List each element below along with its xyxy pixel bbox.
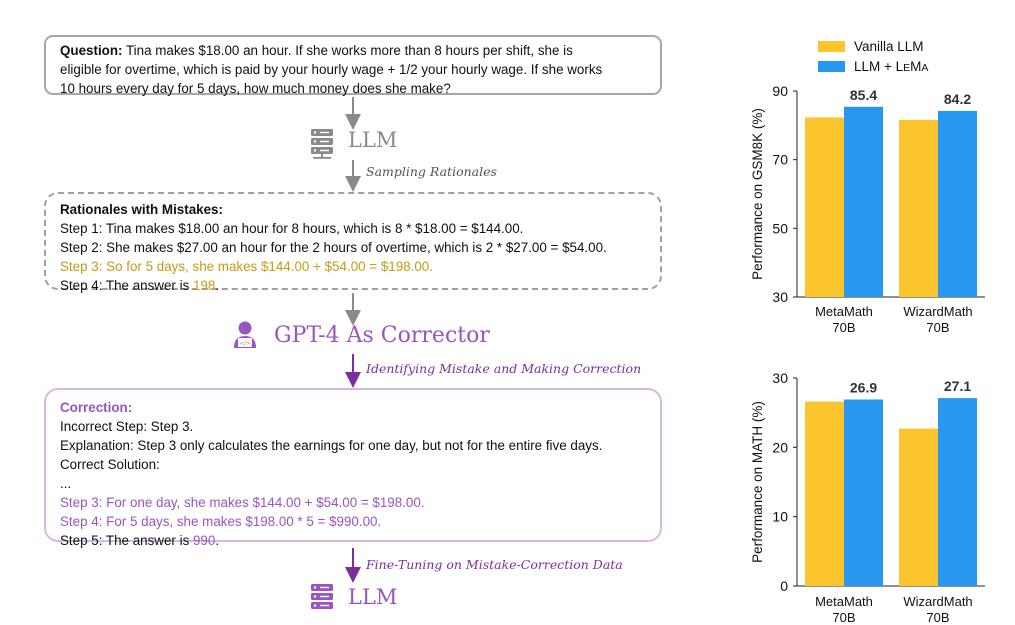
- legend-lema-a: A: [921, 61, 929, 74]
- chart-1-category-label: MetaMath: [815, 594, 873, 609]
- question-label: Question:: [60, 43, 123, 58]
- chart-1-category-label: WizardMath: [903, 594, 972, 609]
- chart-0-ytick-label: 30: [772, 289, 788, 305]
- legend-swatch-vanilla: [818, 40, 845, 52]
- sampling-rationales-label: Sampling Rationales: [366, 164, 497, 179]
- identifying-mistake-label: Identifying Mistake and Making Correctio…: [366, 361, 642, 376]
- llm-label-bottom: LLM: [348, 585, 398, 609]
- chart-0-data-label: 85.4: [850, 87, 877, 103]
- correct-solution-label: Correct Solution:: [60, 457, 160, 472]
- chart-1-ytick-label: 10: [772, 509, 788, 525]
- server-icon: [311, 129, 333, 159]
- chart-1-bar-vanilla: [805, 401, 844, 586]
- chart-0-bar-vanilla: [899, 119, 938, 297]
- correction-step-5: Step 5: The answer is: [60, 533, 193, 548]
- question-box: Question: Tina makes $18.00 an hour. If …: [44, 35, 662, 96]
- chart-0-ytick-label: 70: [772, 152, 788, 168]
- correction-title: Correction:: [60, 400, 133, 415]
- llm-label-top: LLM: [348, 128, 398, 152]
- legend-lema-m: M: [910, 58, 922, 74]
- correction-step-5-suffix: .: [215, 533, 220, 548]
- chart-0-ytick-label: 50: [772, 220, 788, 236]
- chart-0-ytick-label: 90: [772, 83, 788, 99]
- correction-answer: 990: [192, 533, 216, 548]
- corrector-user-icon: </>: [234, 321, 256, 348]
- corrector-label: GPT-4 As Corrector: [274, 323, 490, 348]
- legend-label-lema: LLM + LEMA: [854, 59, 928, 74]
- correction-step-3: Step 3: For one day, she makes $144.00 +…: [60, 495, 425, 510]
- explanation: Explanation: Step 3 only calculates the …: [60, 438, 603, 453]
- rationale-step-1: Step 1: Tina makes $18.00 an hour for 8 …: [60, 221, 524, 236]
- correction-box: Correction: Incorrect Step: Step 3. Expl…: [44, 388, 662, 548]
- chart-1-category-label: 70B: [832, 610, 855, 625]
- chart-0-category-label: WizardMath: [903, 304, 972, 319]
- rationale-step-2: Step 2: She makes $27.00 an hour for the…: [60, 240, 607, 255]
- chart-0-ylabel: Performance on GSM8K (%): [750, 108, 765, 280]
- chart-0-bar-lema: [938, 110, 977, 297]
- chart-1-bar-vanilla: [899, 428, 938, 586]
- chart-1-bar-lema: [938, 398, 977, 586]
- incorrect-step: Incorrect Step: Step 3.: [60, 419, 194, 434]
- legend: Vanilla LLM LLM + LEMA: [818, 36, 928, 76]
- legend-lema-prefix: LLM + L: [854, 58, 904, 74]
- chart-1-data-label: 26.9: [850, 379, 877, 395]
- rationale-answer: 198: [192, 278, 216, 293]
- diagram-arrows: </>: [234, 97, 361, 609]
- rationale-step-4: Step 4: The answer is: [60, 278, 193, 293]
- correction-step-4: Step 4: For 5 days, she makes $198.00 * …: [60, 514, 382, 529]
- question-line-3: 10 hours every day for 5 days, how much …: [60, 81, 451, 96]
- legend-label-vanilla: Vanilla LLM: [854, 38, 924, 54]
- server-icon-purple: [311, 584, 333, 609]
- chart-1-ylabel: Performance on MATH (%): [750, 401, 765, 563]
- chart-1-category-label: 70B: [926, 610, 949, 625]
- question-line-2: eligible for overtime, which is paid by …: [60, 62, 603, 77]
- ellipsis: ...: [60, 476, 72, 491]
- chart-0-category-label: 70B: [926, 320, 949, 335]
- chart-1-ytick-label: 0: [780, 578, 788, 594]
- finetuning-label: Fine-Tuning on Mistake-Correction Data: [366, 557, 623, 572]
- rationale-step-3: Step 3: So for 5 days, she makes $144.00…: [60, 259, 433, 274]
- chart-1-ytick-label: 20: [772, 439, 788, 455]
- legend-lema-e: E: [903, 61, 911, 74]
- legend-swatch-lema: [818, 60, 845, 72]
- chart-1-ytick-label: 30: [772, 370, 788, 386]
- chart-1-data-label: 27.1: [944, 378, 971, 394]
- chart-0-data-label: 84.2: [944, 91, 971, 107]
- svg-text:</>: </>: [240, 341, 251, 347]
- question-line-1: Tina makes $18.00 an hour. If she works …: [122, 43, 573, 58]
- chart-0-bar-lema: [844, 106, 883, 297]
- chart-1-bar-lema: [844, 399, 883, 586]
- chart-0-category-label: 70B: [832, 320, 855, 335]
- chart-0-bar-vanilla: [805, 117, 844, 297]
- rationale-step-4-suffix: .: [215, 278, 220, 293]
- rationales-box: Rationales with Mistakes: Step 1: Tina m…: [44, 192, 662, 293]
- chart-0-category-label: MetaMath: [815, 304, 873, 319]
- rationales-title: Rationales with Mistakes:: [60, 202, 223, 217]
